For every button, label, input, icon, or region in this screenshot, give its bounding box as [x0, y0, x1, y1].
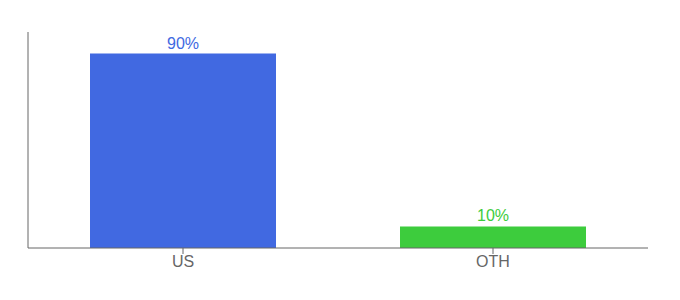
svg-text:OTH: OTH: [476, 253, 510, 270]
svg-text:10%: 10%: [477, 207, 509, 224]
svg-text:90%: 90%: [167, 35, 199, 52]
svg-text:US: US: [172, 253, 194, 270]
